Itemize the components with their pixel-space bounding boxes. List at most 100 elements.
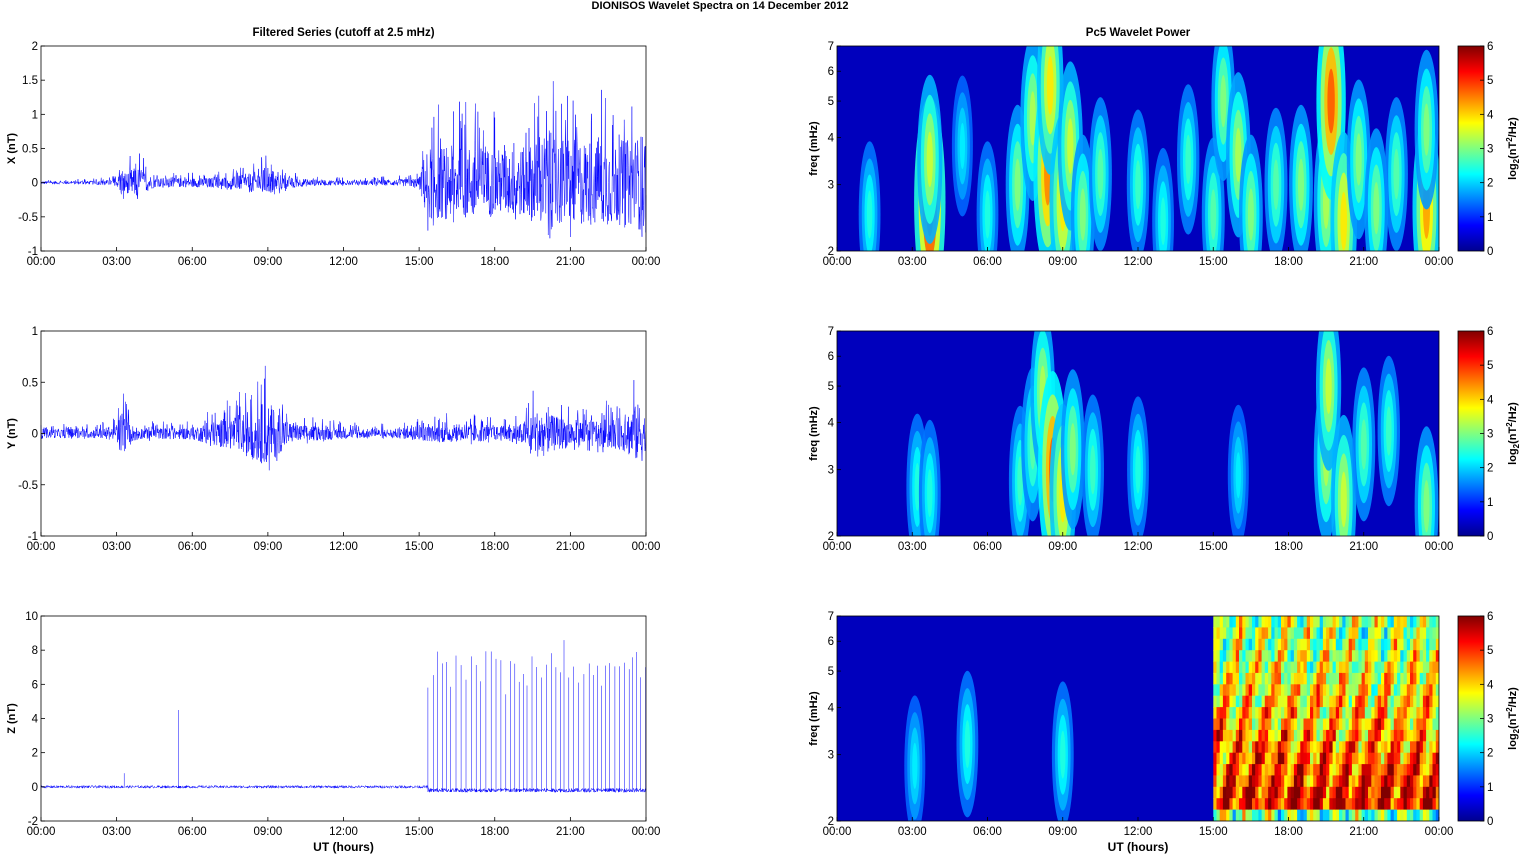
heatmap-cell [1329, 684, 1334, 697]
heatmap-cell [1390, 684, 1395, 697]
heatmap-cell [1358, 650, 1363, 663]
heatmap-cell [1429, 684, 1434, 697]
heatmap-cell [1300, 684, 1305, 697]
heatmap-cell [1290, 741, 1295, 754]
heatmap-cell [1213, 684, 1218, 697]
heatmap-cell [1400, 752, 1405, 765]
colorbar-tick-label: 3 [1487, 714, 1493, 726]
heatmap-cell [1316, 695, 1321, 708]
heatmap-cell [1400, 672, 1405, 685]
x-tick-label: 21:00 [556, 256, 585, 268]
x-tick-label: 00:00 [632, 256, 661, 268]
colorbar-tick-label: 1 [1487, 782, 1493, 794]
heatmap-cell [1364, 661, 1369, 674]
wavelet-blob [1289, 104, 1313, 251]
heatmap-cell [1303, 661, 1308, 674]
wavelet-blob [1227, 404, 1249, 536]
heatmap-cell [1319, 764, 1324, 777]
y-tick-label: 3 [828, 180, 834, 192]
heatmap-cell [1252, 661, 1256, 674]
heatmap-cell [1335, 707, 1340, 720]
heatmap-cell [1342, 627, 1347, 640]
heatmap-cell [1435, 775, 1439, 788]
x-tick-label: 03:00 [102, 256, 131, 268]
heatmap-cell [1403, 775, 1408, 788]
heatmap-cell [1387, 627, 1392, 640]
heatmap-cell [1322, 775, 1327, 788]
heatmap-cell [1258, 798, 1263, 811]
colorbar-tick-label: 6 [1487, 611, 1493, 623]
heatmap-cell [1226, 764, 1230, 777]
heatmap-cell [1313, 638, 1317, 651]
heatmap-cell [1284, 650, 1288, 663]
heatmap-cell [1258, 627, 1263, 640]
heatmap-cell [1335, 638, 1340, 651]
heatmap-cell [1287, 672, 1292, 685]
heatmap-cell [1387, 650, 1392, 663]
heatmap-cell [1297, 707, 1301, 720]
heatmap-cell [1355, 809, 1359, 821]
heatmap-cell [1219, 661, 1224, 674]
heatmap-cell [1297, 627, 1301, 640]
heatmap-cell [1426, 775, 1430, 788]
heatmap-cell [1374, 684, 1379, 697]
heatmap-cell [1303, 672, 1308, 685]
wavelet-blob [1088, 97, 1112, 251]
x-tick-label: 00:00 [823, 826, 852, 838]
heatmap-cell [1345, 718, 1350, 731]
heatmap-cell [1410, 741, 1414, 754]
x-tick-label: 12:00 [329, 541, 358, 553]
timeseries-panel-y: 00:00 03:00 06:00 09:00 12:00 15:00 18:00 21:00… [6, 326, 660, 553]
heatmap-cell [1364, 775, 1369, 788]
heatmap-cell [1322, 752, 1327, 765]
heatmap-cell [1306, 752, 1311, 765]
heatmap-cell [1274, 729, 1279, 742]
heatmap-cell [1335, 616, 1340, 628]
heatmap-cell [1261, 718, 1266, 731]
heatmap-cell [1377, 684, 1382, 697]
heatmap-cell [1313, 809, 1317, 821]
heatmap-cell [1364, 650, 1369, 663]
heatmap-cell [1216, 650, 1221, 663]
timeseries-panel-z: 00:00 03:00 06:00 09:00 12:00 15:00 18:00 21:00… [6, 611, 660, 854]
heatmap-cell [1358, 707, 1363, 720]
heatmap-cell [1377, 695, 1382, 708]
heatmap-cell [1277, 798, 1282, 811]
heatmap-cell [1368, 707, 1372, 720]
heatmap-cell [1293, 707, 1298, 720]
heatmap-cell [1213, 707, 1218, 720]
colorbar-label-subscript: 2 [1512, 158, 1521, 163]
heatmap-cell [1306, 786, 1311, 799]
blob-layer [1210, 189, 1217, 240]
heatmap-cell [1361, 616, 1366, 628]
heatmap-cell [1364, 798, 1369, 811]
heatmap-cell [1313, 786, 1317, 799]
heatmap-cell [1239, 627, 1243, 640]
heatmap-cell [1239, 729, 1243, 742]
heatmap-cell [1429, 741, 1434, 754]
heatmap-cell [1216, 729, 1221, 742]
colorbar-label-part: log [1507, 733, 1519, 750]
heatmap-cell [1432, 707, 1437, 720]
heatmap-cell [1261, 786, 1266, 799]
y-tick-label: 4 [828, 418, 835, 430]
wavelet-panel-1: 00:00 03:00 06:00 09:00 12:00 15:00 18:00 21:00… [808, 27, 1521, 268]
heatmap-cell [1326, 741, 1330, 754]
heatmap-cell [1387, 809, 1392, 821]
timeseries-panel-x: 00:00 03:00 06:00 09:00 12:00 15:00 18:00 21:00… [6, 27, 660, 268]
heatmap-cell [1219, 707, 1224, 720]
heatmap-cell [1339, 729, 1343, 742]
heatmap-cell [1268, 684, 1272, 697]
heatmap-cell [1432, 752, 1437, 765]
heatmap-cell [1306, 729, 1311, 742]
heatmap-cell [1400, 718, 1405, 731]
heatmap-cell [1364, 741, 1369, 754]
heatmap-cell [1216, 616, 1221, 628]
heatmap-cell [1381, 707, 1385, 720]
heatmap-cell [1255, 798, 1259, 811]
heatmap-cell [1287, 650, 1292, 663]
heatmap-cell [1300, 786, 1305, 799]
heatmap-cell [1348, 707, 1353, 720]
heatmap-cell [1332, 718, 1337, 731]
heatmap-cell [1268, 786, 1272, 799]
